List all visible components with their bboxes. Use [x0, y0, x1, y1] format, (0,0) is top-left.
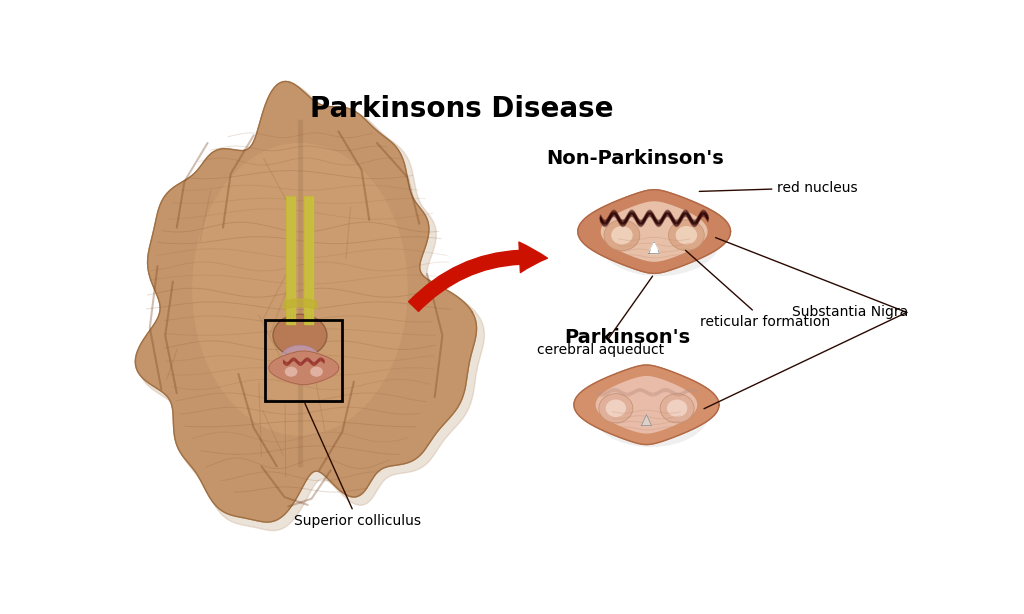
Text: red nucleus: red nucleus: [699, 181, 858, 195]
Ellipse shape: [676, 226, 697, 244]
Ellipse shape: [596, 200, 722, 276]
Ellipse shape: [667, 400, 687, 417]
Ellipse shape: [599, 394, 633, 423]
Ellipse shape: [611, 226, 633, 244]
Polygon shape: [641, 414, 651, 426]
Text: Non-Parkinson's: Non-Parkinson's: [546, 149, 724, 168]
Bar: [265, 320, 342, 401]
Polygon shape: [140, 85, 484, 530]
Text: Superior colliculus: Superior colliculus: [294, 403, 421, 528]
Polygon shape: [573, 365, 719, 445]
Polygon shape: [601, 202, 707, 261]
Ellipse shape: [193, 143, 408, 435]
FancyArrowPatch shape: [409, 242, 548, 311]
Text: Parkinson's: Parkinson's: [564, 328, 690, 347]
Ellipse shape: [660, 394, 694, 423]
Ellipse shape: [604, 220, 640, 251]
Ellipse shape: [310, 367, 323, 377]
Ellipse shape: [273, 314, 327, 357]
Text: cerebral aqueduct: cerebral aqueduct: [537, 276, 664, 357]
Ellipse shape: [285, 367, 297, 377]
Text: Substantia Nigra: Substantia Nigra: [792, 305, 908, 319]
Ellipse shape: [605, 400, 626, 417]
Ellipse shape: [669, 220, 705, 251]
Polygon shape: [596, 376, 696, 433]
Text: reticular formation: reticular formation: [685, 251, 830, 328]
Polygon shape: [135, 82, 476, 522]
Text: Parkinsons Disease: Parkinsons Disease: [310, 95, 613, 123]
Polygon shape: [578, 190, 730, 273]
Ellipse shape: [591, 374, 711, 447]
Ellipse shape: [281, 345, 319, 372]
Polygon shape: [269, 351, 339, 384]
Polygon shape: [649, 242, 659, 254]
